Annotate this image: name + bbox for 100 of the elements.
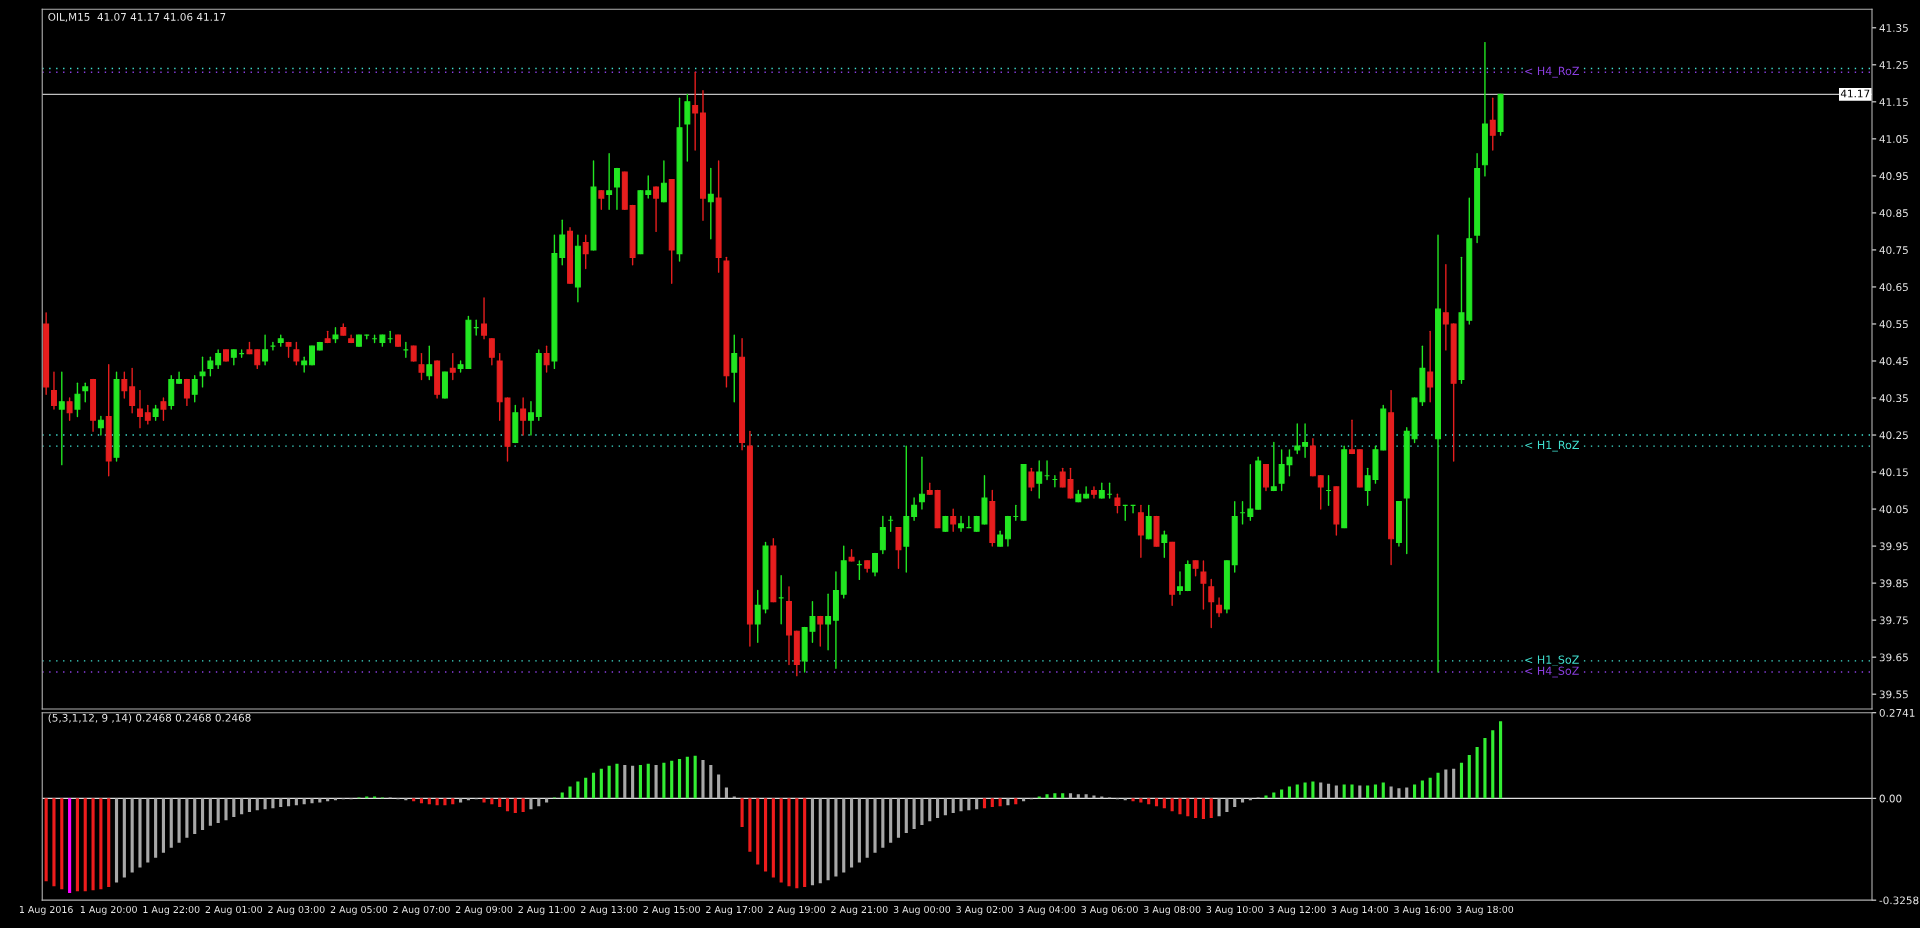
bar	[795, 798, 799, 889]
candlestick	[1247, 463, 1254, 521]
bar	[881, 798, 885, 848]
bar	[1397, 788, 1401, 799]
bar	[1006, 798, 1010, 806]
candlestick	[1208, 578, 1215, 629]
candlestick	[911, 497, 918, 521]
bar	[1444, 769, 1448, 799]
bar	[146, 798, 150, 863]
candlestick	[488, 338, 495, 366]
bar	[1334, 785, 1338, 799]
x-tick-label: 2 Aug 11:00	[518, 905, 575, 915]
bar	[1084, 794, 1088, 799]
bar	[1373, 784, 1378, 799]
y-tick-label: 40.05	[1879, 505, 1908, 514]
bar	[1139, 798, 1143, 803]
bar	[130, 798, 134, 873]
bar	[216, 798, 220, 824]
candlestick	[707, 167, 714, 240]
x-tick-label: 1 Aug 22:00	[143, 905, 200, 915]
bar	[1061, 793, 1065, 799]
y-tick-label: 40.25	[1879, 431, 1908, 440]
candlestick	[262, 334, 269, 366]
bar	[826, 798, 830, 881]
y-tick-label: 40.95	[1879, 172, 1908, 180]
bar	[1022, 798, 1026, 802]
bar	[701, 759, 705, 799]
x-tick-label: 2 Aug 15:00	[643, 905, 700, 915]
bar	[717, 774, 721, 799]
candlestick	[692, 71, 699, 151]
candlestick	[1028, 467, 1035, 492]
bar	[412, 798, 416, 802]
bar	[693, 755, 697, 799]
bar	[889, 798, 893, 843]
bar	[505, 798, 510, 812]
candlestick	[74, 382, 81, 418]
bar	[83, 798, 87, 892]
candlestick	[1137, 504, 1144, 558]
x-tick-label: 3 Aug 14:00	[1331, 905, 1389, 915]
bar	[849, 798, 854, 868]
bar	[576, 781, 580, 799]
candlestick	[1489, 97, 1496, 151]
bar	[1295, 784, 1299, 799]
y-tick-label: 39.75	[1879, 616, 1908, 625]
y-tick-label: 40.35	[1879, 394, 1908, 403]
x-tick-label: 3 Aug 16:00	[1394, 905, 1451, 915]
y-tick-label: 0.2741	[1879, 708, 1915, 717]
bar	[114, 798, 119, 883]
candlestick	[176, 371, 183, 384]
candlestick	[137, 389, 143, 429]
candlestick	[1317, 475, 1324, 510]
bar	[1428, 777, 1432, 799]
x-tick-label: 2 Aug 21:00	[831, 905, 888, 915]
bar	[498, 798, 502, 808]
bar	[185, 798, 189, 838]
bar	[1467, 754, 1471, 799]
candlestick	[598, 189, 605, 210]
bar	[326, 798, 330, 802]
y-tick-label: 39.95	[1879, 542, 1908, 551]
candlestick	[1114, 493, 1121, 514]
bar	[279, 798, 283, 808]
bar	[310, 798, 314, 804]
x-tick-label: 2 Aug 03:00	[268, 905, 325, 915]
candlestick	[825, 593, 832, 651]
bar	[75, 798, 79, 892]
x-tick-label: 3 Aug 06:00	[1081, 905, 1138, 915]
y-tick-label: 39.65	[1879, 653, 1908, 662]
bar	[1499, 721, 1503, 799]
y-tick-label: 40.55	[1879, 320, 1908, 329]
bar	[193, 798, 197, 834]
candlestick	[481, 297, 488, 340]
bar	[1358, 785, 1362, 799]
bar	[1068, 793, 1073, 799]
bar	[91, 798, 95, 891]
bar	[122, 798, 126, 878]
candlestick	[191, 375, 198, 403]
bar	[748, 798, 752, 852]
x-tick-label: 2 Aug 01:00	[205, 905, 263, 915]
bar	[1381, 782, 1385, 799]
ref-line-label: < H1_RoZ	[1525, 440, 1579, 452]
candlestick	[301, 356, 308, 373]
candlestick	[1294, 423, 1301, 455]
candlestick	[559, 219, 566, 266]
x-tick-label: 1 Aug 2016	[19, 905, 73, 915]
candlestick	[1263, 463, 1269, 492]
bar	[443, 798, 447, 806]
y-tick-label: 39.85	[1879, 579, 1908, 588]
candlestick	[207, 356, 214, 377]
bar	[771, 798, 775, 878]
bar	[1459, 762, 1464, 799]
y-tick-label: 40.65	[1879, 283, 1908, 292]
chart-title: OIL,M15 41.07 41.17 41.06 41.17	[48, 12, 226, 22]
bar	[1491, 730, 1495, 799]
bar	[208, 798, 212, 826]
bar	[615, 763, 619, 799]
bar	[161, 798, 166, 853]
candlestick	[1270, 441, 1277, 492]
bar	[1413, 784, 1417, 799]
x-tick-label: 1 Aug 20:00	[80, 905, 137, 915]
bar	[928, 798, 932, 822]
